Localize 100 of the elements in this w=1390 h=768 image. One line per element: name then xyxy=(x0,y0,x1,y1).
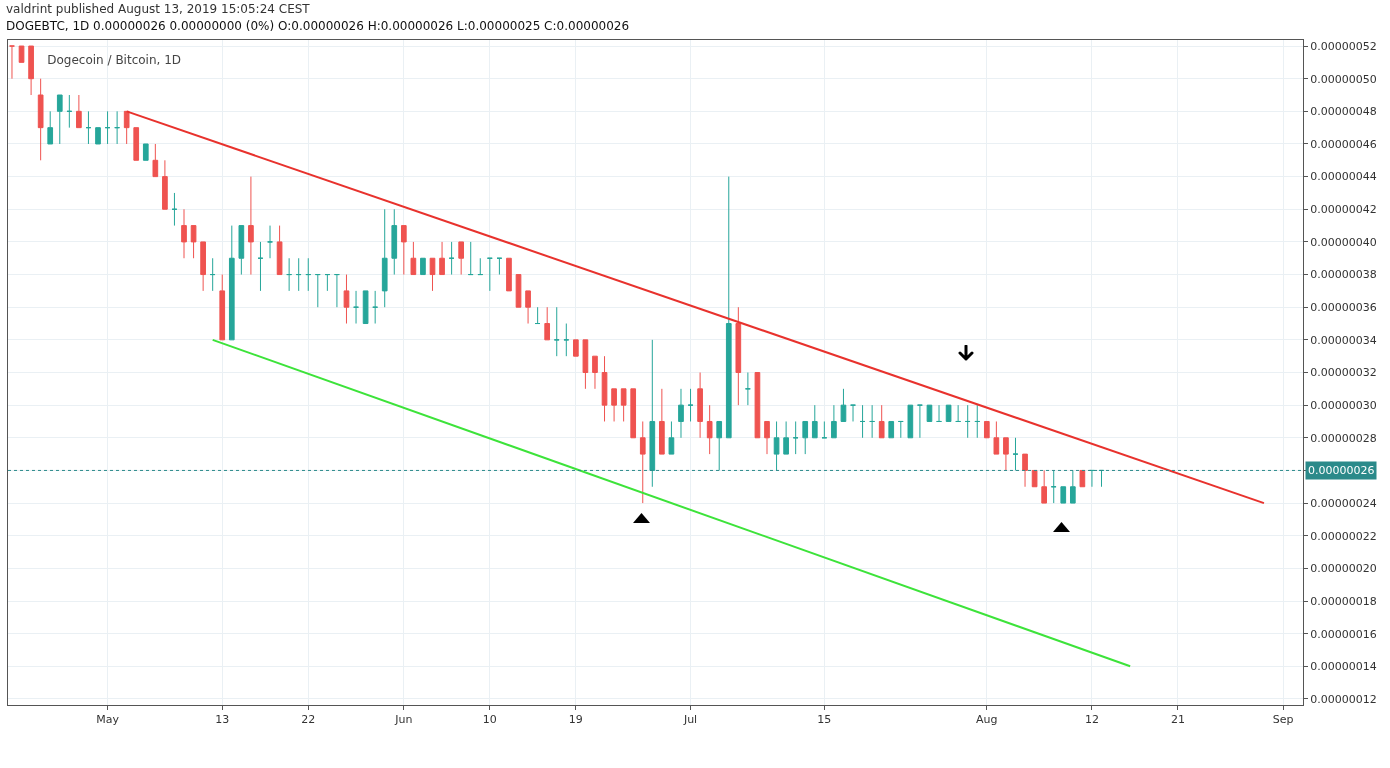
x-tick-label: Sep xyxy=(1272,713,1294,727)
candlestick xyxy=(897,420,904,439)
candlestick xyxy=(37,78,44,161)
candlestick xyxy=(276,225,283,276)
candlestick xyxy=(152,143,159,178)
candlestick xyxy=(840,388,847,422)
candlestick xyxy=(573,339,579,357)
candlestick xyxy=(553,306,560,357)
candlestick xyxy=(792,420,799,455)
candlestick xyxy=(66,94,73,129)
candlestick xyxy=(295,257,302,292)
candlestick xyxy=(181,208,187,259)
candlestick xyxy=(725,176,732,439)
candlestick xyxy=(1003,437,1009,471)
candlestick xyxy=(802,420,809,455)
x-tick-label: 19 xyxy=(568,713,583,727)
candlestick xyxy=(391,208,398,276)
candlestick xyxy=(936,404,942,422)
candlestick xyxy=(56,94,63,145)
candlestick xyxy=(458,241,465,276)
candlestick xyxy=(429,257,436,292)
y-tick-label: 0.00000012 xyxy=(1310,692,1377,706)
candlestick xyxy=(525,290,531,325)
y-tick-label: 0.00000040 xyxy=(1310,235,1377,249)
candlestick xyxy=(104,110,111,145)
candlestick xyxy=(219,274,226,341)
y-tick-label: 0.00000034 xyxy=(1310,333,1377,347)
candlestick xyxy=(945,404,952,422)
candlestick xyxy=(400,225,407,276)
candlestick xyxy=(496,257,503,276)
candlestick xyxy=(869,404,875,439)
text: Dogecoin / Bitcoin, 1D xyxy=(47,53,182,68)
x-tick-label: Jul xyxy=(682,713,698,727)
candlestick xyxy=(563,323,570,357)
candlestick xyxy=(649,339,656,488)
text: valdrint published August 13, 2019 15:05:24 CEST xyxy=(6,2,311,16)
y-tick-label: 0.00000018 xyxy=(1310,594,1377,608)
candlestick xyxy=(1031,469,1038,488)
candlestick xyxy=(381,208,388,308)
x-tick-label: May xyxy=(96,713,120,727)
y-tick-label: 0.00000050 xyxy=(1310,72,1377,86)
candlestick xyxy=(1069,469,1076,504)
candlestick xyxy=(745,372,751,406)
candlestick xyxy=(850,404,856,422)
candlestick xyxy=(9,45,15,80)
candlestick xyxy=(754,372,761,439)
y-tick-label: 0.00000052 xyxy=(1310,39,1377,53)
y-tick-label: 0.00000020 xyxy=(1310,562,1377,576)
y-tick-label: 0.00000048 xyxy=(1310,105,1377,119)
candlestick xyxy=(983,420,990,439)
candlestick xyxy=(257,241,264,292)
x-tick-label: 13 xyxy=(215,713,230,727)
candlestick xyxy=(735,306,742,406)
candlestick xyxy=(1089,469,1095,488)
y-tick-label: 0.00000024 xyxy=(1310,496,1377,510)
candlestick xyxy=(18,45,25,63)
candlestick xyxy=(448,241,455,276)
candlestick xyxy=(697,372,703,439)
candlestick xyxy=(964,404,971,439)
candlestick xyxy=(343,274,350,325)
candlestick xyxy=(133,127,140,161)
candlestick xyxy=(162,159,168,210)
y-tick-label: 0.00000032 xyxy=(1310,366,1377,380)
candlestick xyxy=(267,225,273,259)
candlestick xyxy=(171,192,178,227)
x-tick-label: 10 xyxy=(482,713,497,727)
candlestick xyxy=(372,290,378,325)
y-tick-label: 0.00000044 xyxy=(1310,170,1377,184)
candlestick xyxy=(305,257,312,292)
candlestick xyxy=(190,225,197,259)
y-tick-label: 0.00000028 xyxy=(1310,431,1377,445)
candlestick xyxy=(974,404,981,439)
candlestick xyxy=(620,388,627,422)
candlestick xyxy=(888,420,895,439)
candlestick xyxy=(47,110,54,145)
x-tick-label: 12 xyxy=(1084,713,1099,727)
candlestick xyxy=(821,420,828,439)
candlestick xyxy=(286,257,292,292)
candlestick xyxy=(1041,469,1047,504)
candlestick xyxy=(238,225,245,276)
y-tick-label: 0.00000030 xyxy=(1310,399,1377,412)
text: DOGEBTC, 1D 0.00000026 0.00000000 (0%) O:0.00000026 H:0.00000026 L:0.00000025 C:0.00000026 xyxy=(6,19,630,33)
candlestick xyxy=(706,404,713,455)
candlestick xyxy=(420,257,426,276)
candlestick xyxy=(917,404,923,439)
candlestick xyxy=(1050,469,1057,504)
candlestick xyxy=(544,306,551,341)
candlestick xyxy=(831,404,837,439)
candlestick xyxy=(630,388,637,439)
candlestick xyxy=(955,404,961,422)
candlestick xyxy=(773,420,780,471)
candlestick xyxy=(487,257,493,292)
candlestick xyxy=(114,110,120,145)
candlestick xyxy=(324,274,331,292)
x-tick-label: Aug xyxy=(976,713,998,727)
candlestick xyxy=(76,94,82,129)
candlestick xyxy=(659,388,665,455)
candlestick xyxy=(687,388,694,422)
candlestick xyxy=(439,241,445,276)
candlestick xyxy=(993,420,1000,455)
